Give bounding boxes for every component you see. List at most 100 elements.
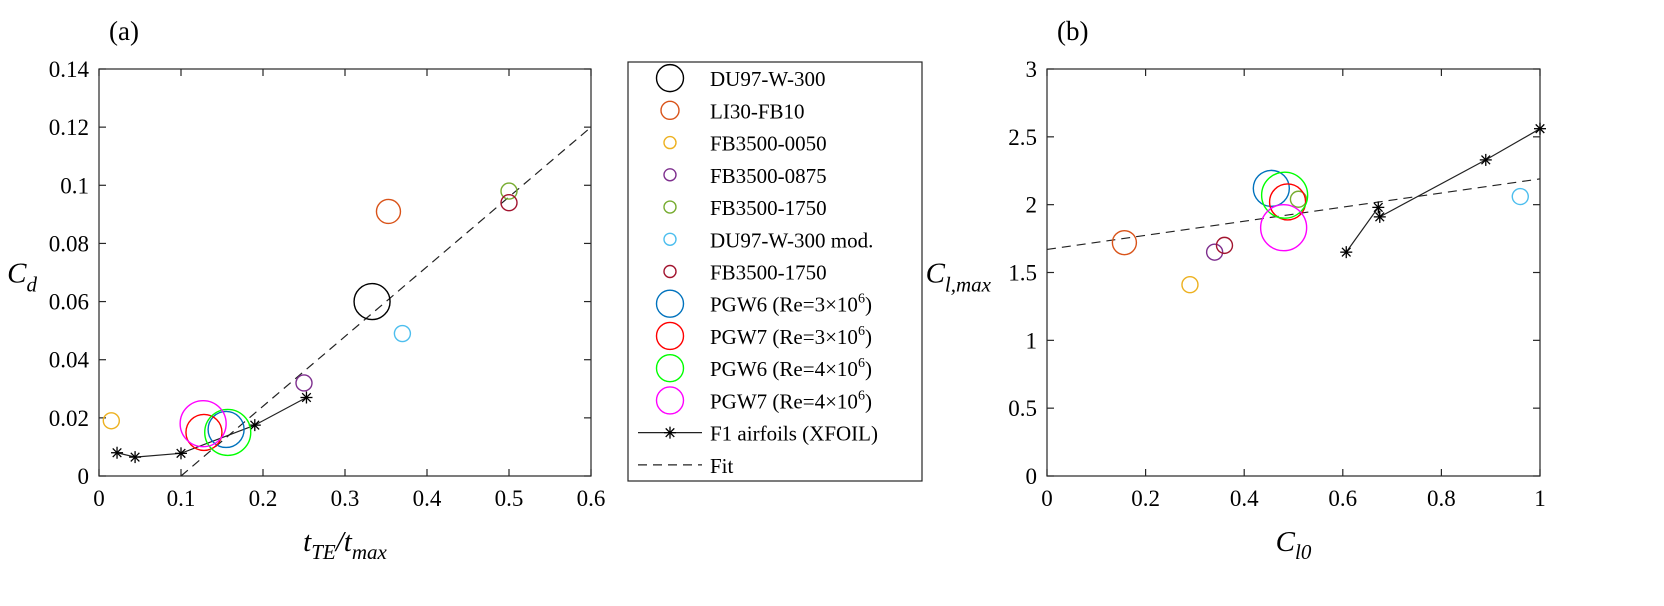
legend-item: PGW6 (Re=3×106) — [655, 289, 872, 318]
legend-label: Fit — [710, 454, 734, 478]
legend-label: DU97-W-300 — [710, 67, 825, 91]
x-tick-label-b: 0 — [1041, 486, 1053, 511]
legend-item: PGW7 (Re=4×106) — [655, 386, 872, 415]
x-tick-label-b: 0.4 — [1230, 486, 1259, 511]
x-axis-label-b: Cl0 — [1276, 526, 1312, 564]
x-tick-label-a: 0.5 — [495, 486, 524, 511]
data-point-fb3500-1750 — [1215, 236, 1234, 255]
legend-marker-icon — [663, 264, 677, 279]
legend-marker-icon — [660, 100, 680, 121]
data-point-pgw6-re-3-10 — [1252, 169, 1291, 208]
y-tick-label-b: 1.5 — [1008, 261, 1037, 286]
legend-item: FB3500-0050 — [663, 132, 827, 156]
xfoil-line — [1345, 128, 1541, 253]
data-point-du97-w-300-mod — [1511, 187, 1529, 206]
chart-panel-a: (a) 0 0.1 0.2 0.3 0.4 0.5 0.6 0 0.02 0.04 0.06 0.08 0… — [7, 16, 605, 564]
data-point-fb3500-0875 — [1205, 243, 1224, 261]
legend-marker-icon — [663, 232, 677, 246]
data-point-li30-fb10 — [1111, 229, 1138, 256]
y-tick-label-b: 1 — [1026, 328, 1038, 353]
y-tick-label-a: 0.08 — [49, 231, 89, 256]
data-point-fb3500-0050 — [1181, 276, 1199, 294]
fit-line — [1046, 178, 1541, 251]
panel-label-a: (a) — [109, 16, 139, 46]
data-point-pgw7-re-4-10 — [179, 399, 227, 448]
legend-label: F1 airfoils (XFOIL) — [710, 422, 878, 446]
x-axis-label-a: tTE/tmax — [303, 526, 387, 564]
legend-marker-icon — [655, 63, 685, 93]
legend-item: PGW6 (Re=4×106) — [655, 353, 872, 383]
x-tick-label-a: 0 — [93, 486, 105, 511]
legend-box — [627, 61, 923, 482]
y-tick-label-a: 0 — [78, 464, 90, 489]
legend-label: PGW6 (Re=3×106) — [710, 292, 872, 317]
legend-label: FB3500-0050 — [710, 132, 827, 156]
x-tick-label-b: 1 — [1534, 486, 1546, 511]
data-point-pgw7-re-3-10 — [185, 413, 223, 452]
legend-marker-icon — [655, 289, 685, 318]
plot-area-b — [1046, 68, 1541, 477]
legend-item: DU97-W-300 — [655, 63, 825, 93]
legend-marker-icon — [655, 386, 685, 415]
data-point-fb3500-1750 — [500, 194, 518, 212]
x-tick-label-b: 0.8 — [1427, 486, 1456, 511]
x-tick-label-a: 0.4 — [413, 486, 442, 511]
y-tick-label-b: 0 — [1026, 464, 1038, 489]
data-point-pgw7-re-4-10 — [1259, 204, 1308, 252]
xfoil-point — [248, 419, 261, 432]
legend-label: FB3500-1750 — [710, 261, 827, 285]
y-tick-label-a: 0.06 — [49, 290, 89, 315]
data-point-fb3500-0875 — [295, 374, 313, 392]
legend-item: LI30-FB10 — [660, 99, 805, 123]
plot-area-a — [98, 68, 592, 477]
xfoil-point — [300, 391, 313, 404]
legend-item: FB3500-1750 — [663, 261, 827, 285]
legend-marker-icon — [663, 168, 677, 182]
y-tick-label-a: 0.02 — [49, 406, 89, 431]
data-point-du97-w-300 — [353, 282, 391, 321]
legend-label: PGW7 (Re=3×106) — [710, 324, 872, 349]
legend-label: PGW6 (Re=4×106) — [710, 356, 872, 381]
x-tick-label-a: 0.2 — [249, 486, 278, 511]
xfoil-point — [1340, 246, 1353, 259]
legend: DU97-W-300 LI30-FB10 FB3500-0050 FB3500-087… — [627, 61, 923, 482]
xfoil-point — [129, 451, 142, 464]
legend-marker-icon — [655, 321, 685, 351]
y-tick-label-a: 0.04 — [49, 348, 90, 373]
panel-label-b: (b) — [1057, 16, 1088, 46]
legend-label: FB3500-0875 — [710, 164, 827, 188]
xfoil-point — [1534, 122, 1546, 135]
legend-label: PGW7 (Re=4×106) — [710, 388, 872, 413]
legend-star-icon — [664, 426, 676, 439]
legend-marker-icon — [655, 353, 685, 383]
data-point-li30-fb10 — [375, 198, 402, 225]
data-point-du97-w-300-mod — [393, 324, 412, 343]
xfoil-point — [1372, 201, 1385, 214]
y-tick-label-b: 0.5 — [1008, 396, 1037, 421]
data-point-pgw6-re-4-10 — [204, 408, 252, 457]
y-tick-label-a: 0.1 — [60, 173, 89, 198]
legend-item: DU97-W-300 mod. — [663, 228, 873, 252]
xfoil-point — [175, 447, 187, 460]
legend-item: PGW7 (Re=3×106) — [655, 321, 872, 351]
x-tick-label-a: 0.3 — [331, 486, 360, 511]
y-tick-label-b: 2 — [1026, 193, 1038, 218]
legend-label: LI30-FB10 — [710, 99, 805, 123]
data-point-pgw6-re-4-10 — [1260, 171, 1309, 219]
xfoil-point — [1479, 153, 1492, 166]
x-tick-label-b: 0.6 — [1328, 486, 1357, 511]
legend-item: FB3500-1750 — [663, 196, 827, 220]
y-axis-label-a: Cd — [7, 258, 37, 297]
y-axis-label-b: Cl,max — [926, 258, 992, 297]
xfoil-point — [111, 446, 124, 459]
legend-label: FB3500-1750 — [710, 196, 827, 220]
data-point-fb3500-1750 — [1289, 190, 1308, 208]
legend-item: FB3500-0875 — [663, 164, 827, 188]
xfoil-point — [1373, 210, 1386, 223]
y-tick-label-a: 0.12 — [49, 115, 89, 140]
y-tick-label-b: 3 — [1026, 57, 1038, 82]
legend-marker-icon — [663, 200, 677, 214]
legend-item: Fit — [638, 454, 734, 478]
data-point-pgw7-re-3-10 — [1268, 183, 1307, 221]
